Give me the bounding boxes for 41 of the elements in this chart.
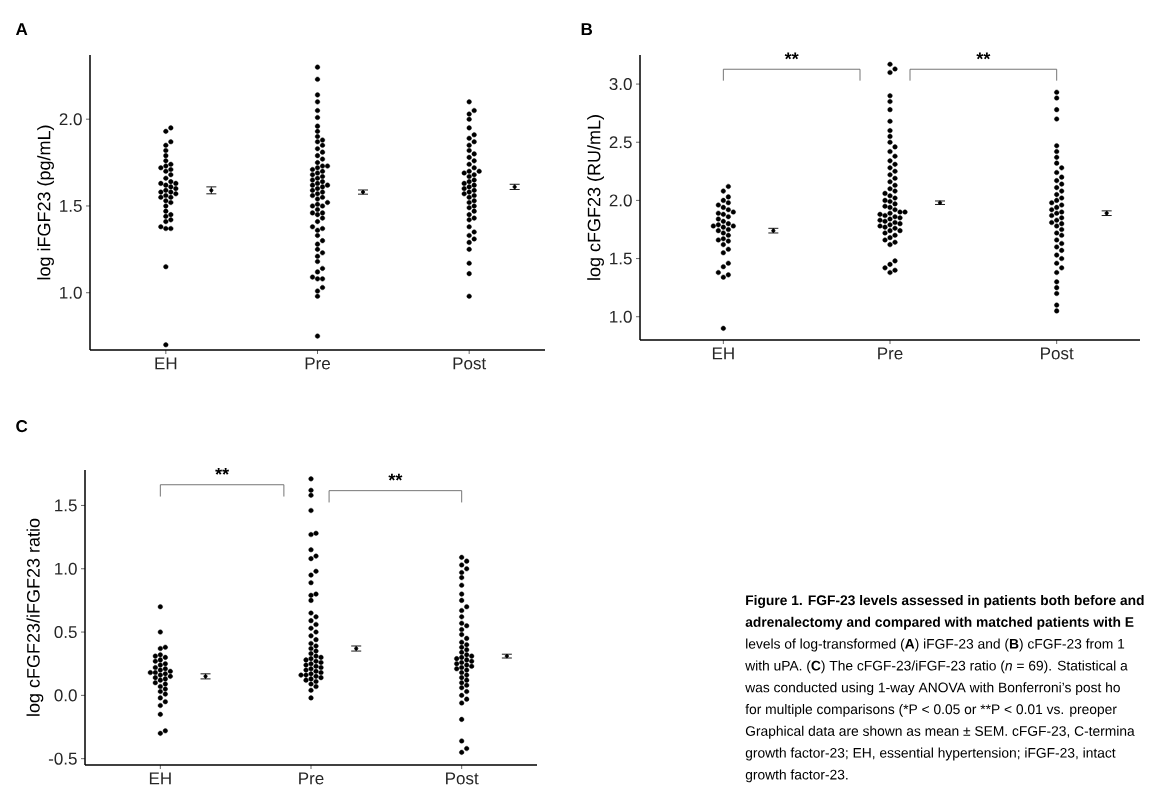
- y-tick-label: 2.0: [59, 113, 82, 126]
- y-tick-label: -0.5: [48, 752, 77, 765]
- annotation: **: [215, 467, 230, 475]
- y-tick-label: 0.0: [54, 689, 77, 702]
- x-tick-label: EH: [149, 772, 171, 785]
- y-tick-label: 3.0: [609, 78, 632, 91]
- y-tick-label: 1.5: [55, 499, 77, 512]
- x-tick-label: Post: [1041, 347, 1074, 360]
- text: growth factor-23; EH, essential hypertension; iFGF-23, intact: [745, 747, 1116, 761]
- text: adrenalectomy and compared with matched patients with E: [745, 616, 1134, 630]
- x-tick-label: Pre: [878, 347, 903, 360]
- text: Graphical data are shown as mean ± SEM. cFGF-23, C-termina: [745, 725, 1135, 739]
- x-tick-label: Post: [453, 357, 487, 370]
- x-tick-label: Post: [446, 772, 479, 785]
- x-tick-label: EH: [155, 357, 177, 370]
- y-axis-title: log cFGF23 (RU/mL): [587, 115, 604, 280]
- y-tick-label: 1.0: [610, 310, 632, 323]
- y-tick-label: 1.5: [610, 252, 632, 265]
- x-tick-label: Pre: [305, 357, 330, 370]
- text: with uPA. (C) The cFGF-23/iFGF-23 ratio (n = 69). Statistical a: [745, 660, 1128, 674]
- x-tick-label: Pre: [299, 772, 324, 785]
- y-tick-label: 1.0: [60, 286, 82, 299]
- annotation: **: [976, 52, 991, 60]
- y-axis-title: log iFGF23 (pg/mL): [37, 125, 54, 280]
- chart-title: B: [581, 23, 593, 35]
- chart-title: A: [15, 23, 28, 35]
- y-tick-label: 0.5: [54, 626, 77, 639]
- y-tick-label: 1.5: [60, 200, 82, 212]
- annotation: **: [784, 52, 799, 60]
- text: Figure 1. FGF-23 levels assessed in patients both before and: [746, 594, 1144, 608]
- annotation: **: [388, 473, 403, 481]
- text: was conducted using 1-way ANOVA with Bonferroni’s post ho: [745, 682, 1120, 696]
- y-tick-label: 1.0: [55, 562, 77, 575]
- text: for multiple comparisons (*P < 0.05 or **P < 0.01 vs. preoper: [745, 703, 1117, 717]
- text: levels of log-transformed (A) iFGF-23 and (B) cFGF-23 from 1: [746, 638, 1125, 652]
- y-tick-label: 2.0: [609, 194, 632, 207]
- chart-title: C: [16, 420, 28, 433]
- text: growth factor-23.: [745, 769, 848, 783]
- x-tick-label: EH: [712, 347, 734, 360]
- y-tick-label: 2.5: [609, 136, 632, 149]
- y-axis-title: log cFGF23/iFGF23 ratio: [26, 518, 44, 716]
